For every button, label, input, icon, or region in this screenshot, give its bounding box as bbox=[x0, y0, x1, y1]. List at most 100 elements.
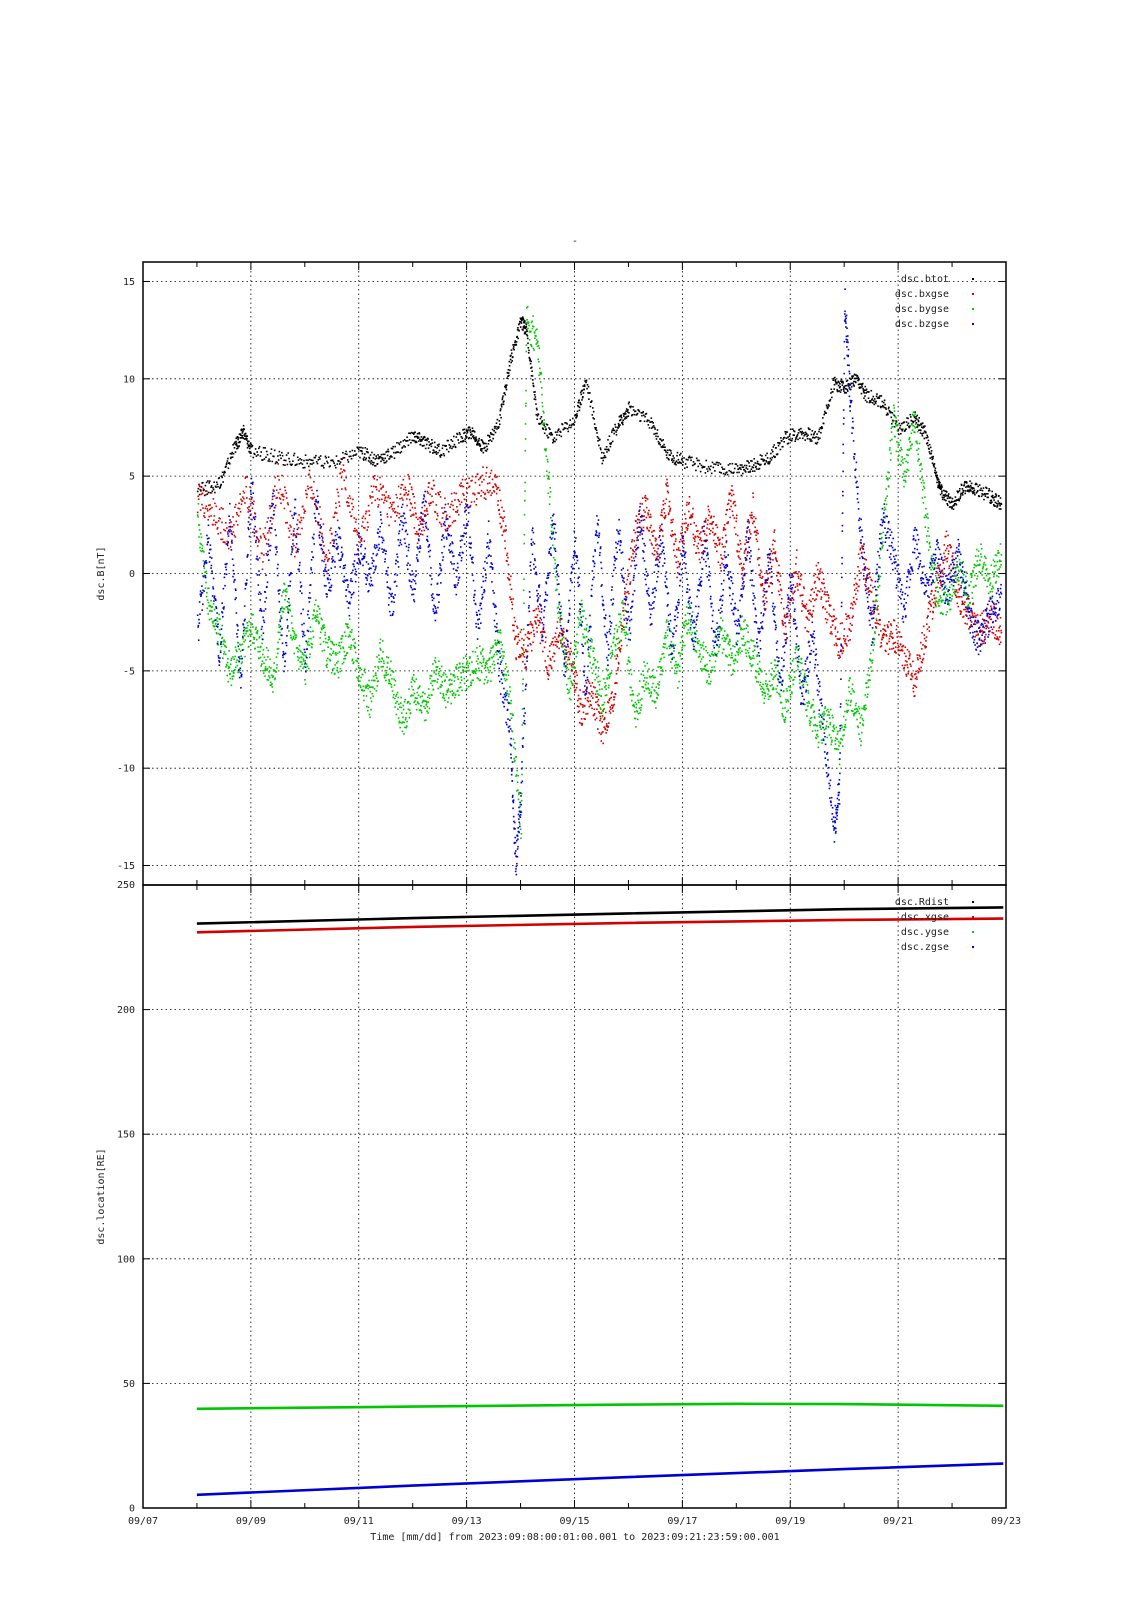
data-point bbox=[785, 431, 787, 433]
data-point bbox=[774, 540, 776, 542]
data-point bbox=[767, 577, 769, 580]
data-point bbox=[503, 516, 506, 518]
data-point bbox=[896, 636, 899, 638]
data-point bbox=[637, 535, 639, 537]
data-point bbox=[770, 565, 773, 568]
data-point bbox=[342, 464, 345, 466]
data-point bbox=[885, 634, 887, 636]
data-point bbox=[378, 499, 381, 501]
data-point bbox=[204, 484, 207, 487]
data-point bbox=[233, 447, 236, 449]
data-point bbox=[430, 445, 433, 448]
data-point bbox=[802, 605, 804, 607]
data-point bbox=[908, 655, 911, 657]
data-point bbox=[485, 676, 488, 678]
data-point bbox=[565, 649, 567, 652]
data-point bbox=[743, 552, 746, 554]
data-point bbox=[423, 700, 426, 702]
data-point bbox=[535, 413, 538, 416]
data-point bbox=[246, 627, 248, 629]
data-point bbox=[809, 609, 811, 612]
data-point bbox=[760, 571, 763, 573]
data-point bbox=[351, 629, 353, 631]
data-point bbox=[543, 432, 546, 435]
data-point bbox=[614, 423, 616, 426]
data-point bbox=[910, 419, 913, 422]
data-point bbox=[289, 604, 291, 606]
data-point bbox=[944, 495, 946, 497]
data-point bbox=[428, 502, 430, 505]
data-point bbox=[839, 637, 841, 640]
data-point bbox=[244, 477, 247, 479]
data-point bbox=[815, 598, 817, 600]
data-point bbox=[252, 636, 255, 639]
data-point bbox=[441, 684, 443, 687]
data-point bbox=[625, 410, 627, 412]
data-point bbox=[799, 575, 802, 577]
data-point bbox=[291, 615, 293, 617]
data-point bbox=[386, 450, 388, 453]
data-point bbox=[751, 460, 753, 462]
data-point bbox=[285, 497, 288, 499]
data-point bbox=[492, 655, 495, 658]
data-point bbox=[633, 413, 636, 416]
data-point bbox=[936, 477, 939, 479]
data-point bbox=[245, 439, 248, 441]
data-point bbox=[225, 663, 228, 666]
data-point bbox=[336, 652, 339, 655]
data-point bbox=[455, 668, 458, 670]
data-point bbox=[830, 626, 832, 628]
data-point bbox=[342, 661, 345, 664]
data-point bbox=[660, 514, 662, 516]
data-point bbox=[965, 610, 967, 613]
data-point bbox=[217, 533, 219, 535]
data-point bbox=[319, 531, 322, 534]
data-point bbox=[593, 423, 596, 425]
data-point bbox=[379, 455, 382, 458]
data-point bbox=[797, 575, 800, 578]
data-point bbox=[792, 434, 795, 436]
data-point bbox=[205, 570, 208, 573]
data-point bbox=[901, 428, 904, 431]
data-point bbox=[799, 594, 802, 597]
data-point bbox=[505, 387, 507, 389]
data-point bbox=[263, 656, 266, 659]
data-point bbox=[249, 629, 252, 632]
data-point bbox=[868, 590, 871, 592]
data-point bbox=[365, 686, 367, 689]
data-point bbox=[550, 432, 553, 434]
data-point bbox=[716, 544, 718, 547]
data-point bbox=[591, 400, 593, 402]
data-point bbox=[299, 458, 301, 460]
data-point bbox=[272, 691, 274, 693]
data-point bbox=[666, 490, 669, 493]
data-point bbox=[883, 634, 886, 636]
data-point bbox=[341, 637, 343, 640]
data-point bbox=[207, 587, 209, 590]
data-point bbox=[371, 679, 373, 682]
data-point bbox=[728, 492, 731, 494]
data-point bbox=[424, 447, 427, 450]
data-point bbox=[816, 576, 819, 579]
data-point bbox=[664, 516, 667, 518]
data-point bbox=[256, 545, 259, 547]
data-point bbox=[323, 462, 326, 465]
data-point bbox=[347, 623, 349, 625]
data-point bbox=[819, 426, 822, 429]
data-point bbox=[352, 644, 355, 647]
data-point bbox=[616, 654, 618, 656]
data-point bbox=[500, 526, 502, 529]
data-point bbox=[893, 619, 896, 622]
data-point bbox=[1000, 631, 1003, 634]
data-point bbox=[214, 523, 217, 526]
data-point bbox=[644, 499, 647, 502]
data-point bbox=[711, 531, 714, 534]
data-point bbox=[362, 515, 365, 518]
data-point bbox=[370, 496, 372, 498]
data-point bbox=[652, 422, 654, 424]
data-point bbox=[389, 497, 391, 500]
data-point bbox=[497, 500, 499, 502]
data-point bbox=[466, 662, 468, 664]
data-point bbox=[679, 538, 682, 541]
data-point bbox=[402, 716, 404, 719]
